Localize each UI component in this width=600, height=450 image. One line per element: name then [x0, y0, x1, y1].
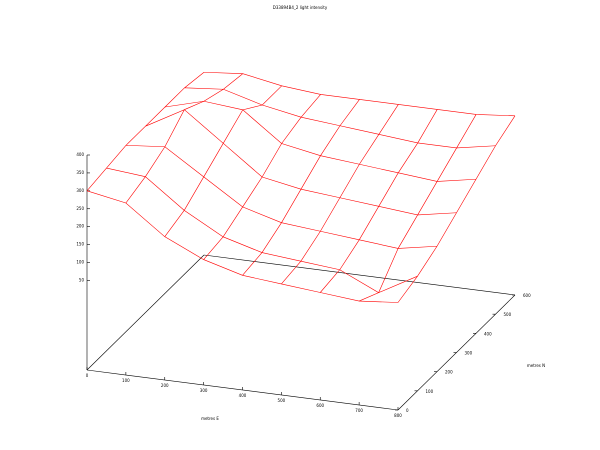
base-edge	[203, 254, 516, 296]
surface-column	[164, 85, 282, 237]
base-edge	[86, 254, 205, 371]
y-tick-label: 200	[445, 370, 453, 375]
surface-column	[125, 73, 244, 204]
x-tick-label: 700	[355, 408, 363, 413]
surface-column	[281, 104, 399, 285]
z-tick-label: 50	[79, 277, 85, 282]
x-tick-label: 800	[394, 413, 402, 418]
x-tick-label: 100	[122, 378, 130, 383]
surface-column	[397, 115, 516, 303]
surface-column	[359, 114, 477, 302]
y-tick-label: 300	[465, 351, 473, 356]
surface-column	[203, 94, 321, 260]
x-tick-label: 400	[239, 393, 247, 398]
surface-column	[86, 72, 205, 192]
z-tick-label: 200	[76, 224, 84, 229]
x-tick-label: 500	[278, 398, 286, 403]
z-tick-label: 400	[76, 152, 84, 157]
y-tick-label: 500	[504, 312, 512, 317]
y-tick-label: 600	[523, 293, 531, 298]
z-tick-label: 100	[76, 260, 84, 265]
z-tick-label: 250	[76, 206, 84, 211]
y-tick-label: 0	[406, 408, 409, 413]
y-axis-label: metres N	[527, 363, 545, 368]
y-tick-label: 400	[484, 331, 492, 336]
y-tick-label: 100	[426, 389, 434, 394]
x-tick-label: 200	[161, 383, 169, 388]
x-tick-label: 0	[86, 373, 89, 378]
chart-title: D33894B4_2 light intensity	[273, 5, 328, 10]
surface-column	[320, 109, 438, 293]
x-tick-label: 300	[200, 388, 208, 393]
z-tick-label: 150	[76, 242, 84, 247]
z-tick-label: 350	[76, 170, 84, 175]
surface-column	[242, 99, 360, 276]
z-tick-label: 300	[76, 188, 84, 193]
x-tick-label: 600	[316, 403, 324, 408]
x-axis-label: metres E	[201, 416, 219, 421]
